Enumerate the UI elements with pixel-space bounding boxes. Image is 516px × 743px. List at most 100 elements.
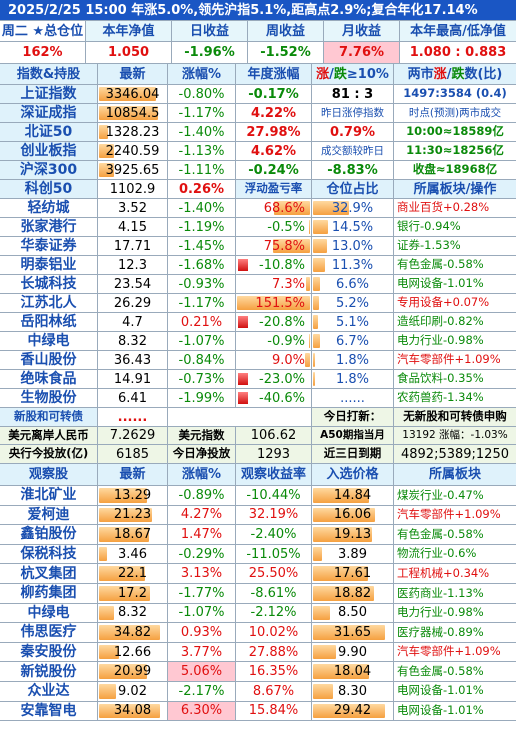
holding-pnl-cell: 9.0% [236, 351, 312, 369]
watch-change: -1.07% [168, 603, 236, 623]
index-row[interactable]: 创业板指 2240.59 -1.13% 4.62% 成交额较昨日 11:30≈18256亿 [0, 142, 516, 161]
holding-pnl: 68.6% [263, 200, 305, 216]
watch-price-cell: 9.02 [98, 681, 168, 701]
watch-name: 秦安股份 [0, 642, 98, 662]
holding-pnl: 9.0% [271, 352, 305, 368]
watch-row[interactable]: 淮北矿业 13.29 -0.89% -10.44% 14.84 煤炭行业-0.47% [0, 486, 516, 506]
holding-sector: 食品饮料-0.35% [397, 371, 484, 386]
holding-row[interactable]: 张家港行 4.15 -1.19% -0.5% 14.5% 银行-0.94% [0, 218, 516, 237]
pboc-row: 央行今投放(亿) 6185 今日净投放 1293 近三日到期 4892;5389… [0, 445, 516, 464]
holding-row[interactable]: 明泰铝业 12.3 -1.68% -10.8% 11.3% 有色金属-0.58% [0, 256, 516, 275]
watch-price-bar [99, 625, 160, 640]
holding-pnl: -0.9% [267, 333, 305, 349]
holding-pnl: -10.8% [259, 257, 305, 273]
index-price: 2240.59 [105, 143, 160, 159]
watch-entry: 19.13 [333, 526, 372, 542]
index-price: 3925.65 [105, 162, 160, 178]
new-stock-label: 新股和可转债 [0, 408, 98, 426]
watch-price-bar [99, 683, 116, 699]
kechuang-row[interactable]: 科创50 1102.9 0.26% 浮动盈亏率 仓位占比 所属板块/操作 [0, 180, 516, 199]
watch-price-bar [99, 585, 150, 601]
holding-sector: 专用设备+0.07% [397, 295, 490, 310]
watch-row[interactable]: 杭叉集团 22.1 3.13% 25.50% 17.61 工程机械+0.34% [0, 564, 516, 584]
watch-row[interactable]: 秦安股份 12.66 3.77% 27.88% 9.90 汽车零部件+1.09% [0, 642, 516, 663]
watch-entry: 29.42 [333, 703, 372, 719]
watch-row[interactable]: 鑫铂股份 18.67 1.47% -2.40% 19.13 有色金属-0.58% [0, 525, 516, 545]
watch-entry-cell: 16.06 [312, 505, 394, 525]
holding-row[interactable]: 香山股份 36.43 -0.84% 9.0% 1.8% 汽车零部件+1.09% [0, 351, 516, 370]
holding-name: 绝味食品 [0, 370, 98, 388]
watch-row[interactable]: 中绿电 8.32 -1.07% -2.12% 8.50 电力行业-0.98% [0, 603, 516, 624]
watch-row[interactable]: 安靠智电 34.08 6.30% 15.84% 29.42 电网设备-1.01% [0, 701, 516, 722]
a50-value: 13192 涨幅：-1.03% [402, 429, 508, 442]
watch-row[interactable]: 新锐股份 20.99 5.06% 16.35% 18.04 有色金属-0.58% [0, 662, 516, 682]
daily-return-header: 日收益 [172, 21, 248, 41]
watch-entry-cell: 18.04 [312, 662, 394, 681]
index-price-bar [99, 125, 108, 139]
usdcnh-label: 美元离岸人民币 [0, 427, 98, 444]
watch-entry-bar [313, 546, 322, 562]
index-price-cell: 3925.65 [98, 161, 168, 179]
holding-change: -0.93% [168, 275, 236, 293]
holding-row[interactable]: 中绿电 8.32 -1.07% -0.9% 6.7% 电力行业-0.98% [0, 332, 516, 351]
watch-row[interactable]: 保税科技 3.46 -0.29% -11.05% 3.89 物流行业-0.6% [0, 544, 516, 565]
watch-row[interactable]: 伟思医疗 34.82 0.93% 10.02% 31.65 医疗器械-0.89% [0, 623, 516, 643]
holding-row[interactable]: 华泰证券 17.71 -1.45% 75.8% 13.0% 证券-1.53% [0, 237, 516, 256]
watch-price-cell: 3.46 [98, 544, 168, 564]
watch-change: 1.47% [168, 525, 236, 544]
watch-entry-cell: 9.90 [312, 642, 394, 662]
weekday-position-label: 周二 ★总仓位 [0, 21, 86, 41]
position-bar [313, 372, 315, 386]
holding-sector: 有色金属-0.58% [397, 257, 484, 272]
pnl-bar [274, 201, 310, 215]
holding-row[interactable]: 轻纺城 3.52 -1.40% 68.6% 32.9% 商业百货+0.28% [0, 199, 516, 218]
watch-sector: 有色金属-0.58% [397, 526, 484, 541]
watch-change: -0.89% [168, 486, 236, 505]
index-breadth: 1497:3584 (0.4) [403, 86, 507, 101]
index-price-bar [99, 87, 156, 101]
watch-price: 21.23 [113, 507, 152, 523]
index-price: 3346.04 [105, 86, 160, 102]
watch-sector: 电网设备-1.01% [397, 683, 484, 698]
holding-position-cell: 32.9% [312, 199, 394, 217]
holding-row[interactable]: 岳阳林纸 4.7 0.21% -20.8% 5.1% 造纸印刷-0.82% [0, 313, 516, 332]
holding-row[interactable]: 绝味食品 14.91 -0.73% -23.0% 1.8% 食品饮料-0.35% [0, 370, 516, 389]
watch-change: 5.06% [168, 662, 236, 681]
watch-name: 伟思医疗 [0, 623, 98, 642]
kechuang-change: 0.26% [168, 180, 236, 198]
watch-return: 27.88% [236, 642, 312, 662]
watch-row[interactable]: 柳药集团 17.2 -1.77% -8.61% 18.82 医药商业-1.13% [0, 583, 516, 604]
holding-row[interactable]: 生物股份 6.41 -1.99% -40.6%...... 农药兽药-1.34% [0, 389, 516, 408]
position-bar [313, 258, 325, 272]
watch-row[interactable]: 爱柯迪 21.23 4.27% 32.19% 16.06 汽车零部件+1.09% [0, 505, 516, 526]
fx-row: 美元离岸人民币 7.2629 美元指数 106.62 A50期指当月 13192… [0, 427, 516, 445]
holding-sector: 商业百货+0.28% [397, 200, 490, 215]
holding-name: 长城科技 [0, 275, 98, 293]
holding-price: 36.43 [98, 351, 168, 369]
watch-return: 10.02% [236, 623, 312, 642]
holding-sector: 造纸印刷-0.82% [397, 314, 484, 329]
holding-price: 3.52 [98, 199, 168, 217]
index-row[interactable]: 深证成指 10854.5 -1.17% 4.22% 昨日涨停指数 时点(预测)两市成交 [0, 104, 516, 123]
watch-name: 柳药集团 [0, 583, 98, 603]
watch-entry-header: 入选价格 [312, 464, 394, 485]
holding-row[interactable]: 长城科技 23.54 -0.93% 7.3% 6.6% 电网设备-1.01% [0, 275, 516, 294]
kechuang-price: 1102.9 [98, 180, 168, 198]
index-row[interactable]: 北证50 1328.23 -1.40% 27.98% 0.79% 10:00≈18589亿 [0, 123, 516, 142]
holding-price: 4.15 [98, 218, 168, 236]
pnl-negative-bar [238, 373, 248, 385]
position-bar [313, 220, 328, 234]
watch-entry: 18.04 [333, 664, 372, 680]
summary-values-row: 162% 1.050 -1.96% -1.52% 7.76% 1.080 : 0… [0, 42, 516, 64]
holding-sector: 电网设备-1.01% [397, 276, 484, 291]
index-row[interactable]: 上证指数 3346.04 -0.80% -0.17% 81 : 3 1497:3584 (… [0, 85, 516, 104]
holding-change: -1.17% [168, 294, 236, 312]
watch-entry: 8.50 [338, 605, 367, 621]
watch-sector-header: 所属板块 [428, 467, 481, 482]
index-row[interactable]: 沪深300 3925.65 -1.11% -0.24% -8.83% 收盘≈18968亿 [0, 161, 516, 180]
watch-row[interactable]: 众业达 9.02 -2.17% 8.67% 8.30 电网设备-1.01% [0, 681, 516, 702]
watch-entry: 14.84 [333, 487, 372, 503]
high-low-nav: 1.080 : 0.883 [409, 45, 507, 60]
holding-row[interactable]: 江苏北人 26.29 -1.17% 151.5% 5.2% 专用设备+0.07% [0, 294, 516, 313]
watch-change: 6.30% [168, 701, 236, 721]
